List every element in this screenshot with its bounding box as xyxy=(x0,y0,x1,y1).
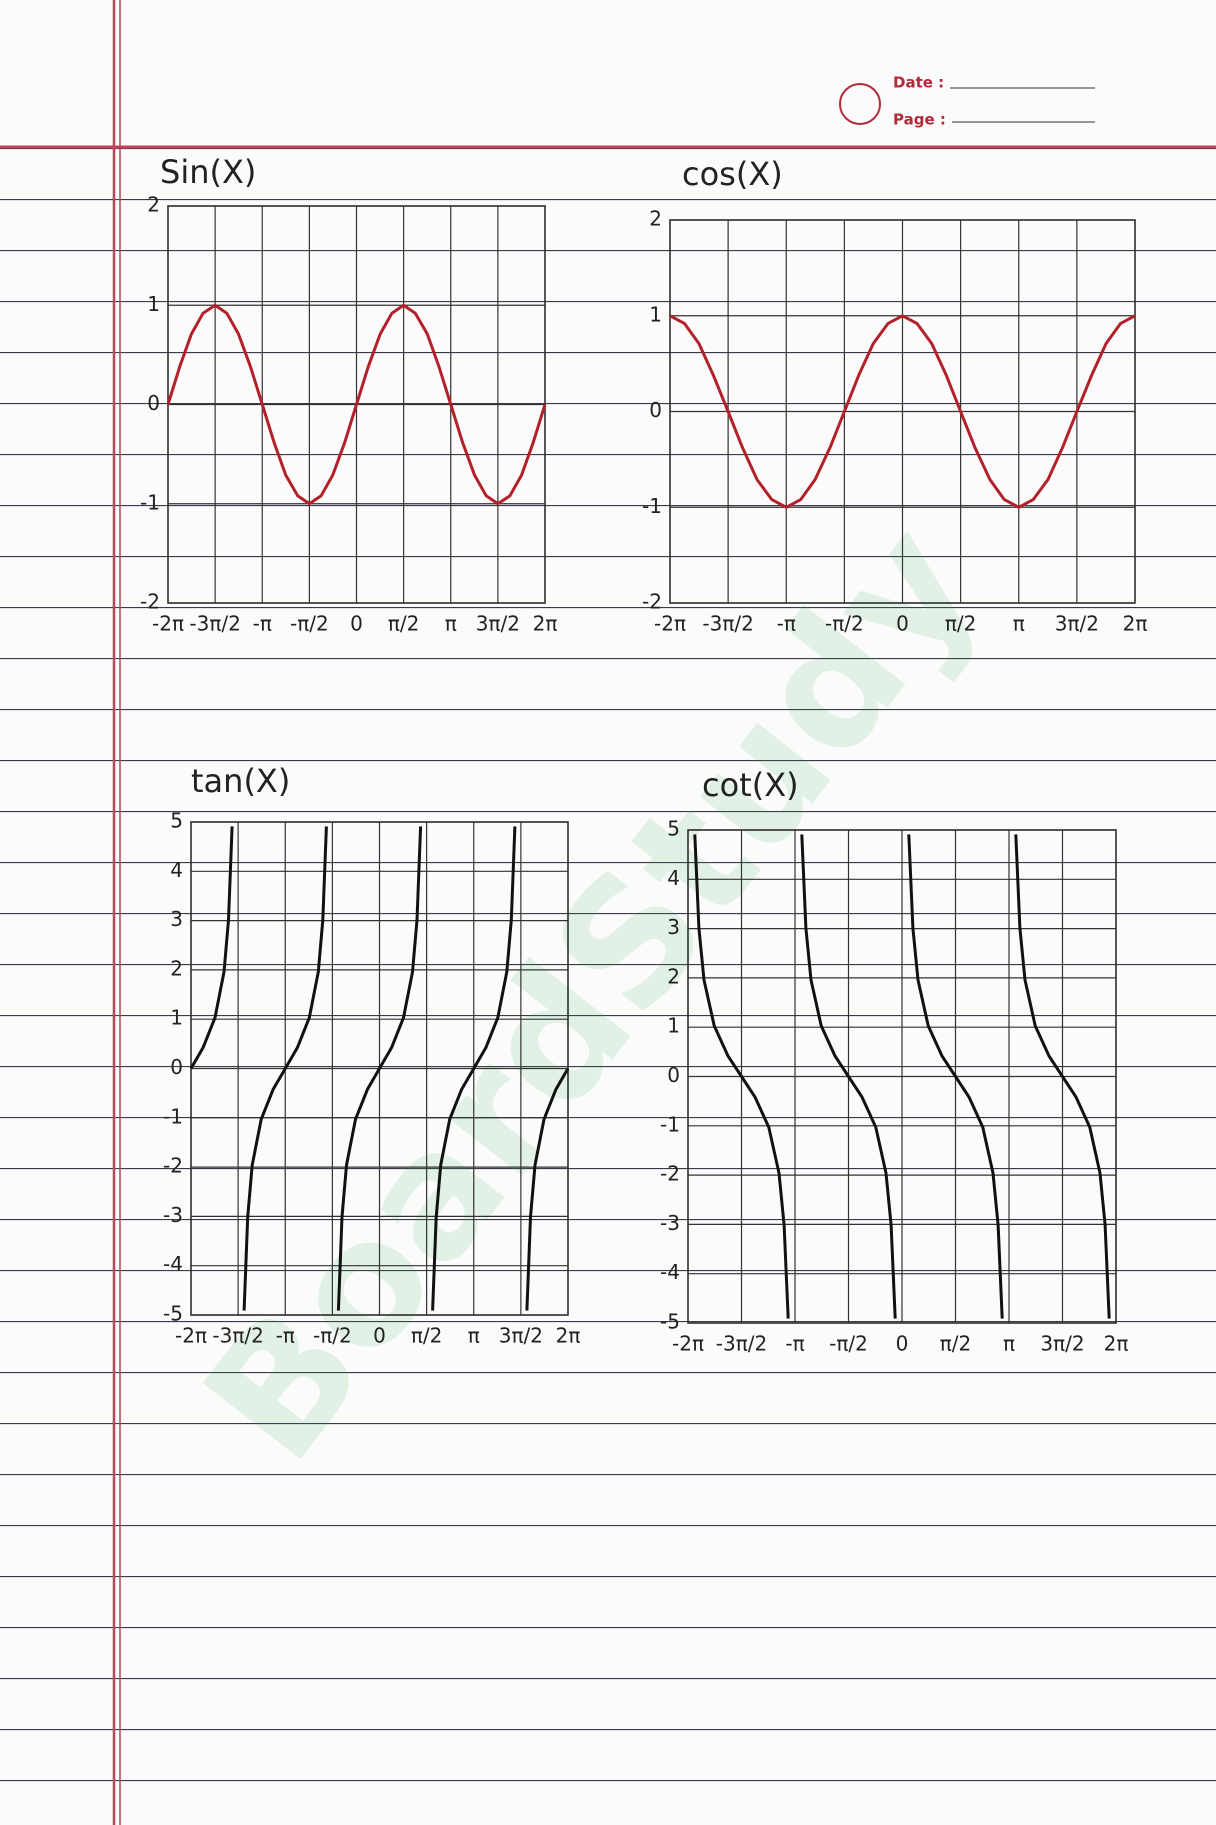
y-tick-label: 1 xyxy=(649,302,662,326)
x-tick-label: 0 xyxy=(896,612,909,636)
chart-title: tan(X) xyxy=(191,762,290,800)
x-tick-label: π xyxy=(468,1324,480,1348)
y-tick-label: 3 xyxy=(170,907,183,931)
curve xyxy=(166,303,547,506)
y-tick-label: -5 xyxy=(163,1302,183,1326)
y-tick-label: 1 xyxy=(147,292,160,316)
x-tick-label: 0 xyxy=(373,1324,386,1348)
ruled-lines xyxy=(0,148,1216,1825)
logo xyxy=(839,83,881,125)
x-tick-label: π xyxy=(1013,612,1025,636)
y-tick-label: -1 xyxy=(660,1112,680,1136)
x-tick-label: 3π/2 xyxy=(476,612,520,636)
x-tick-label: 2π xyxy=(556,1324,581,1348)
curve xyxy=(189,826,570,1311)
x-tick-label: π/2 xyxy=(388,612,420,636)
y-tick-label: 0 xyxy=(147,391,160,415)
y-tick-label: -2 xyxy=(140,590,160,614)
y-tick-label: 2 xyxy=(147,193,160,217)
x-tick-label: -2π xyxy=(672,1332,704,1356)
y-tick-label: -2 xyxy=(642,590,662,614)
x-tick-label: π/2 xyxy=(411,1324,443,1348)
x-tick-label: π xyxy=(1003,1332,1015,1356)
y-tick-label: 5 xyxy=(170,809,183,833)
x-tick-label: -π xyxy=(785,1332,804,1356)
y-tick-label: -2 xyxy=(163,1154,183,1178)
x-tick-label: -3π/2 xyxy=(189,612,240,636)
x-tick-label: π/2 xyxy=(945,612,977,636)
chart-title: cos(X) xyxy=(682,155,783,193)
x-tick-label: -π xyxy=(253,612,272,636)
y-tick-label: -3 xyxy=(163,1203,183,1227)
y-tick-label: 3 xyxy=(667,915,680,939)
y-tick-label: -1 xyxy=(140,490,160,514)
x-tick-label: 2π xyxy=(1104,1332,1129,1356)
y-tick-label: 0 xyxy=(667,1063,680,1087)
y-tick-label: 2 xyxy=(667,964,680,988)
x-tick-label: -π/2 xyxy=(829,1332,868,1356)
y-tick-label: 5 xyxy=(667,817,680,841)
x-tick-label: 3π/2 xyxy=(1040,1332,1084,1356)
y-tick-label: -5 xyxy=(660,1310,680,1334)
x-tick-label: 3π/2 xyxy=(1055,612,1099,636)
x-tick-label: -π/2 xyxy=(313,1324,352,1348)
y-tick-label: -1 xyxy=(642,494,662,518)
x-tick-label: 0 xyxy=(896,1332,909,1356)
y-tick-label: -4 xyxy=(660,1260,680,1284)
x-tick-label: -2π xyxy=(654,612,686,636)
y-tick-label: 0 xyxy=(170,1055,183,1079)
chart-title: cot(X) xyxy=(702,766,799,804)
x-tick-label: π/2 xyxy=(940,1332,972,1356)
y-tick-label: 1 xyxy=(667,1014,680,1038)
page-label: Page : xyxy=(893,111,946,129)
y-tick-label: 4 xyxy=(170,858,183,882)
x-tick-label: -2π xyxy=(152,612,184,636)
chart-title: Sin(X) xyxy=(160,153,256,191)
x-tick-label: 3π/2 xyxy=(499,1324,543,1348)
x-tick-label: -3π/2 xyxy=(702,612,753,636)
curve xyxy=(693,834,1111,1319)
x-tick-label: -3π/2 xyxy=(716,1332,767,1356)
curve xyxy=(669,314,1136,509)
y-tick-label: -3 xyxy=(660,1211,680,1235)
x-tick-label: -2π xyxy=(175,1324,207,1348)
x-tick-label: -π/2 xyxy=(290,612,329,636)
x-tick-label: 2π xyxy=(1123,612,1148,636)
x-tick-label: -π xyxy=(276,1324,295,1348)
y-tick-label: 4 xyxy=(667,866,680,890)
y-tick-label: 2 xyxy=(649,207,662,231)
y-tick-label: -2 xyxy=(660,1162,680,1186)
x-tick-label: 2π xyxy=(533,612,558,636)
y-tick-label: -4 xyxy=(163,1252,183,1276)
y-tick-label: 2 xyxy=(170,956,183,980)
y-tick-label: -1 xyxy=(163,1104,183,1128)
x-tick-label: π xyxy=(445,612,457,636)
x-tick-label: -π xyxy=(777,612,796,636)
x-tick-label: -π/2 xyxy=(825,612,864,636)
x-tick-label: -3π/2 xyxy=(212,1324,263,1348)
y-tick-label: 1 xyxy=(170,1006,183,1030)
x-tick-label: 0 xyxy=(350,612,363,636)
y-tick-label: 0 xyxy=(649,398,662,422)
date-label: Date : xyxy=(893,74,944,92)
